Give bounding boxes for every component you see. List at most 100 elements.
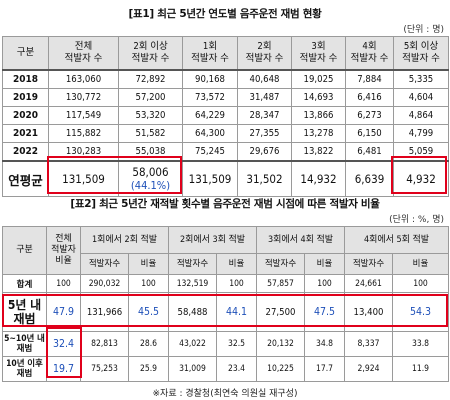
cell-once: 64,229 [182,106,238,125]
cell-ratio: 17.7 [304,356,345,382]
cell-once: 64,300 [182,124,238,143]
cell-repeat: 57,200 [118,88,183,107]
avg-repeat: 58,006 [132,165,169,179]
header-five-plus-label: 5회 이상 적발자 수 [402,41,440,64]
cell-count: 75,253 [80,356,129,382]
cell-count: 131,966 [80,292,129,332]
cell-three: 13,278 [291,124,346,143]
header-twice-label: 2회 적발자 수 [245,41,284,64]
cell-count: 24,661 [344,274,393,293]
cell-ratio: 32.5 [216,331,257,357]
cell-ratio: 44.1 [216,292,257,332]
cell-ratio: 100 [128,274,169,293]
table1-row: 2022 130,283 55,038 75,245 29,676 13,822 6,481… [2,142,449,162]
cell-count: 20,132 [256,331,305,357]
cell-repeat: 51,582 [118,124,183,143]
cell-ratio: 100 [304,274,345,293]
header-twice: 2회 적발자 수 [237,36,292,71]
t2-sub-count: 적발자수 [256,253,305,275]
cell-ratio: 34.8 [304,331,345,357]
recidivism-timing-table: 구분 전체 적발자 비율 1회에서 2회 적발 2회에서 3회 적발 3회에서 … [2,226,449,382]
table1-row: 2019 130,772 57,200 73,572 31,487 14,693 6,416… [2,88,449,107]
cell-twice: 40,648 [237,69,292,89]
t2-header-total-label: 전체 적발자 비율 [51,234,76,266]
row-label: 10년 이후 재범 [2,356,47,382]
avg-total: 131,509 [48,160,119,197]
cell-four: 6,481 [345,142,394,162]
avg-five-plus: 4,932 [393,160,449,197]
cell-three: 14,693 [291,88,346,107]
cell-repeat: 72,892 [118,69,183,89]
cell-total: 130,283 [48,142,119,162]
cell-once: 75,245 [182,142,238,162]
cell-ratio: 47.5 [304,292,345,332]
table1-row: 2018 163,060 72,892 90,168 40,648 19,025 7,884… [2,69,449,89]
t2-header-category: 구분 [2,226,47,275]
t2-group-2to3: 2회에서 3회 적발 [168,226,257,254]
cell-count: 31,009 [168,356,217,382]
cell-five-plus: 4,604 [393,88,449,107]
cell-three: 13,822 [291,142,346,162]
cell-total: 163,060 [48,69,119,89]
cell-four: 6,416 [345,88,394,107]
header-total-label: 전체 적발자 수 [64,41,103,64]
cell-ratio: 54.3 [392,292,449,332]
avg-four: 6,639 [345,160,394,197]
cell-year: 2019 [2,88,49,107]
cell-count: 58,488 [168,292,217,332]
avg-repeat-pct: (44.1%) [130,179,171,192]
t2-sub-ratio: 비율 [392,253,449,275]
cell-ratio: 23.4 [216,356,257,382]
row-label: 5~10년 내 재범 [2,331,47,357]
header-repeat: 2회 이상 적발자 수 [118,36,183,71]
cell-total: 115,882 [48,124,119,143]
cell-ratio: 100 [392,274,449,293]
header-three-label: 3회 적발자 수 [299,41,338,64]
avg-twice: 31,502 [237,160,292,197]
table1-average-row: 연평균 131,509 58,006 (44.1%) 131,509 31,50… [2,160,449,197]
table1-unit: (단위 : 명) [403,25,444,35]
row-total-ratio: 19.7 [46,356,81,382]
cell-count: 43,022 [168,331,217,357]
t2-group-1to2: 1회에서 2회 적발 [80,226,169,254]
header-four: 4회 적발자 수 [345,36,394,71]
cell-ratio: 25.9 [128,356,169,382]
cell-twice: 28,347 [237,106,292,125]
t2-sub-count: 적발자수 [80,253,129,275]
header-repeat-label: 2회 이상 적발자 수 [131,41,170,64]
cell-count: 290,032 [80,274,129,293]
avg-three: 14,932 [291,160,346,197]
table2-unit: (단위 : %, 명) [389,215,444,225]
cell-year: 2018 [2,69,49,89]
avg-repeat-cell: 58,006 (44.1%) [118,160,183,197]
cell-ratio: 33.8 [392,331,449,357]
t2-sub-ratio: 비율 [304,253,345,275]
cell-year: 2022 [2,142,49,162]
table2-sub-header-row: 적발자수 비율 적발자수 비율 적발자수 비율 적발자수 비율 [3,253,449,275]
t2-group-3to4: 3회에서 4회 적발 [256,226,345,254]
cell-three: 13,866 [291,106,346,125]
cell-once: 73,572 [182,88,238,107]
t2-sub-ratio: 비율 [216,253,257,275]
table2-title: [표2] 최근 5년간 재적발 횟수별 음주운전 재범 시점에 따른 적발자 비… [70,198,380,210]
cell-ratio: 100 [216,274,257,293]
cell-repeat: 55,038 [118,142,183,162]
t2-sub-ratio: 비율 [128,253,169,275]
row-total-ratio: 100 [46,274,81,293]
cell-five-plus: 4,864 [393,106,449,125]
cell-count: 8,337 [344,331,393,357]
cell-ratio: 28.6 [128,331,169,357]
cell-repeat: 53,320 [118,106,183,125]
header-five-plus: 5회 이상 적발자 수 [393,36,449,71]
header-category: 구분 [2,36,49,71]
table1-row: 2020 117,549 53,320 64,229 28,347 13,866 6,273… [2,106,449,125]
cell-five-plus: 5,335 [393,69,449,89]
t2-sub-count: 적발자수 [168,253,217,275]
table1-header-row: 구분 전체 적발자 수 2회 이상 적발자 수 1회 적발자 수 2회 적발자 … [2,36,449,71]
cell-twice: 29,676 [237,142,292,162]
cell-count: 2,924 [344,356,393,382]
cell-total: 117,549 [48,106,119,125]
cell-count: 27,500 [256,292,305,332]
cell-count: 132,519 [168,274,217,293]
